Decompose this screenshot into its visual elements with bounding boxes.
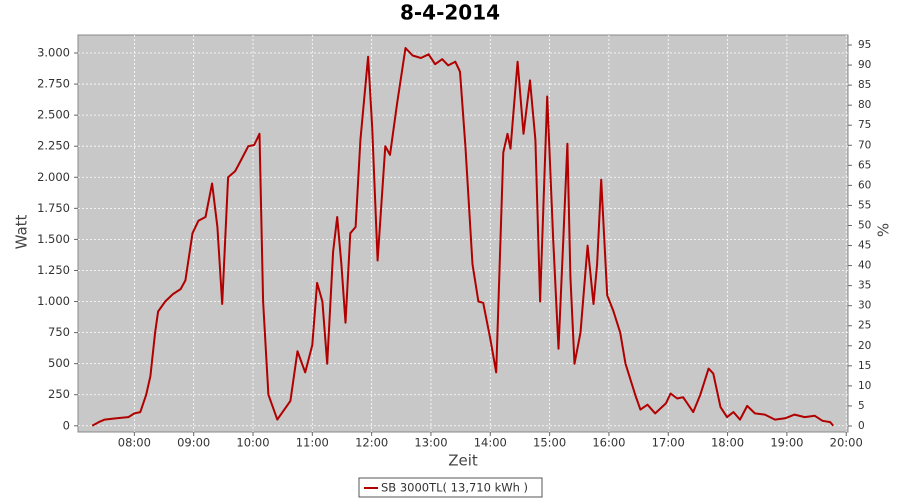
y-tick-label: 1.000 [37, 294, 70, 308]
x-axis-label: Zeit [448, 452, 478, 470]
y2-tick-label: 90 [858, 59, 871, 71]
y2-tick-label: 15 [858, 360, 871, 372]
x-tick-label: 11:00 [296, 436, 329, 450]
legend-label: SB 3000TL( 13,710 kWh ) [381, 481, 528, 495]
y2-tick-label: 10 [858, 380, 871, 392]
y2-tick-label: 50 [858, 219, 871, 231]
x-tick-label: 19:00 [770, 436, 803, 450]
y-axis-label: Watt [13, 214, 31, 249]
x-tick-label: 20:00 [830, 436, 863, 450]
y-tick-label: 2.000 [37, 170, 70, 184]
y2-tick-label: 30 [858, 300, 871, 312]
y-tick-label: 1.500 [37, 232, 70, 246]
y2-tick-label: 70 [858, 139, 871, 151]
y-tick-label: 2.250 [37, 139, 70, 153]
y-tick-label: 2.750 [37, 77, 70, 91]
y2-tick-label: 35 [858, 280, 871, 292]
x-tick-label: 18:00 [711, 436, 744, 450]
y-tick-label: 750 [48, 325, 70, 339]
y-tick-label: 3.000 [37, 46, 70, 60]
y2-tick-label: 95 [858, 39, 871, 51]
y2-axis-label: % [875, 223, 893, 237]
y-tick-label: 0 [63, 418, 70, 432]
y2-tick-label: 25 [858, 320, 871, 332]
y2-tick-label: 65 [858, 159, 871, 171]
x-tick-label: 08:00 [118, 436, 151, 450]
legend-box [358, 477, 543, 498]
y2-tick-label: 55 [858, 199, 871, 211]
y2-tick-label: 60 [858, 179, 871, 191]
y-tick-label: 2.500 [37, 108, 70, 122]
y2-tick-label: 80 [858, 99, 871, 111]
chart-title: 8-4-2014 [400, 1, 500, 25]
series-line [91, 47, 834, 427]
x-tick-label: 09:00 [177, 436, 210, 450]
x-tick-label: 12:00 [355, 436, 388, 450]
y-tick-label: 1.750 [37, 201, 70, 215]
x-tick-label: 10:00 [236, 436, 269, 450]
y2-tick-label: 75 [858, 119, 871, 131]
x-tick-label: 16:00 [592, 436, 625, 450]
y-tick-label: 500 [48, 356, 70, 370]
x-tick-label: 14:00 [474, 436, 507, 450]
y2-tick-label: 45 [858, 240, 871, 252]
y2-tick-label: 40 [858, 260, 871, 272]
y2-tick-label: 5 [858, 400, 865, 412]
y2-tick-label: 0 [858, 420, 865, 432]
y-tick-label: 250 [48, 387, 70, 401]
x-tick-label: 17:00 [652, 436, 685, 450]
y-tick-label: 1.250 [37, 263, 70, 277]
x-tick-label: 15:00 [533, 436, 566, 450]
y2-tick-label: 20 [858, 340, 871, 352]
x-tick-label: 13:00 [414, 436, 447, 450]
y2-tick-label: 85 [858, 79, 871, 91]
